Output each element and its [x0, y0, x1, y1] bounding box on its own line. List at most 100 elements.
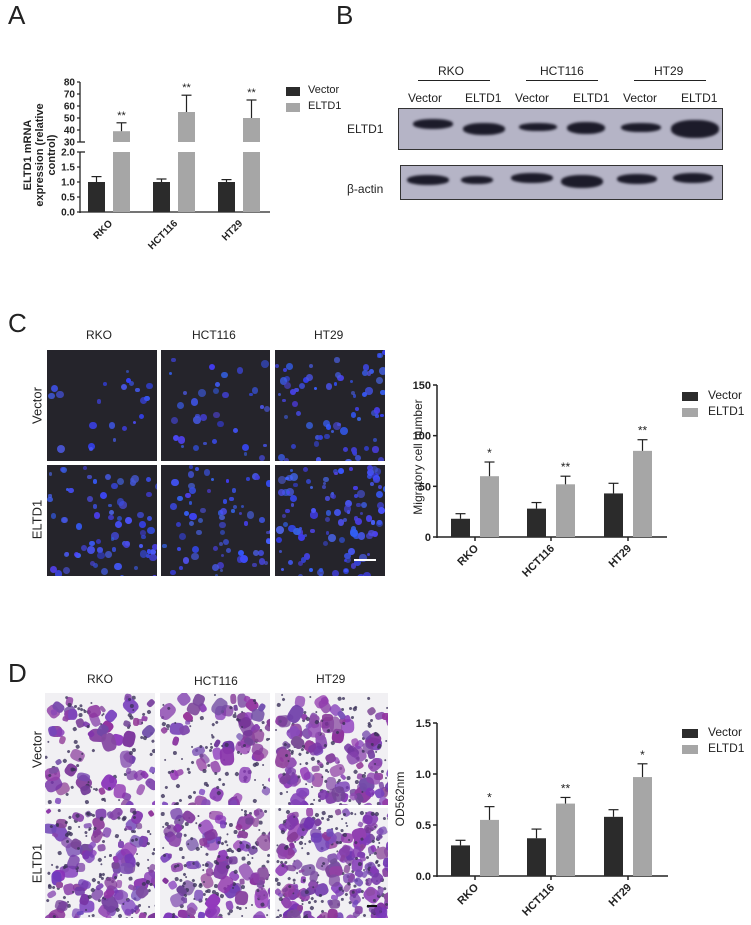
nucleus: [241, 444, 249, 452]
svg-text:HT29: HT29: [220, 218, 245, 243]
nucleus: [348, 467, 353, 472]
stained-cell: [295, 871, 299, 875]
stained-cell: [181, 855, 185, 859]
stained-cell: [148, 766, 155, 774]
nucleus: [259, 405, 264, 410]
nucleus: [355, 407, 360, 412]
svg-text:0.5: 0.5: [61, 193, 75, 204]
nucleus: [209, 363, 216, 370]
nucleus: [340, 427, 348, 435]
stained-cell: [119, 873, 123, 877]
chart-a-ylabel: ELTD1 mRNA expression (relative control): [22, 75, 58, 235]
micro-d-col-ht29: HT29: [316, 672, 346, 686]
stained-cell: [146, 841, 150, 845]
legend-label-eltd1: ELTD1: [708, 404, 745, 418]
stained-cell: [238, 766, 252, 784]
stained-cell: [266, 913, 269, 916]
nucleus: [169, 371, 173, 375]
nucleus: [275, 364, 280, 369]
nucleus: [190, 398, 198, 406]
nucleus: [182, 390, 188, 396]
nucleus: [200, 507, 206, 514]
nucleus: [355, 455, 362, 461]
stained-cell: [47, 799, 52, 804]
svg-text:**: **: [561, 781, 571, 795]
stained-cell: [96, 856, 103, 863]
legend-label-eltd1: ELTD1: [708, 741, 745, 755]
nucleus: [93, 512, 101, 520]
nucleus: [108, 509, 115, 516]
nucleus: [367, 552, 371, 556]
micrograph-c-rko-vector: [47, 350, 157, 461]
nucleus: [303, 533, 308, 538]
stained-cell: [334, 826, 339, 831]
nucleus: [378, 457, 384, 461]
nucleus: [144, 395, 150, 402]
stained-cell: [108, 854, 112, 858]
svg-text:0.5: 0.5: [416, 820, 431, 832]
nucleus: [316, 568, 325, 576]
stained-cell: [125, 917, 129, 918]
stained-cell: [91, 748, 95, 753]
nucleus: [105, 473, 112, 480]
stained-cell: [92, 787, 95, 791]
nucleus: [359, 554, 367, 562]
nucleus: [82, 466, 88, 471]
stained-cell: [363, 771, 367, 775]
stained-cell: [121, 730, 137, 749]
stained-cell: [234, 890, 249, 907]
stained-cell: [236, 750, 240, 754]
stained-cell: [51, 863, 55, 867]
nucleus: [231, 509, 235, 513]
scale-bar: [354, 559, 376, 561]
stained-cell: [98, 872, 102, 877]
svg-text:1.5: 1.5: [416, 718, 431, 730]
stained-cell: [334, 808, 342, 817]
nucleus: [309, 485, 314, 490]
stained-cell: [161, 800, 169, 805]
chart-a: 0.0 0.5 1.0 1.5 2.0 30 40 50 60 70 80 ** RKO ** HCT116…: [0, 60, 380, 260]
stained-cell: [280, 791, 284, 795]
nucleus: [252, 562, 257, 567]
stained-cell: [337, 803, 352, 805]
nucleus: [108, 504, 112, 508]
stained-cell: [46, 889, 58, 900]
nucleus: [262, 443, 267, 448]
nucleus: [221, 554, 225, 558]
nucleus: [116, 478, 125, 486]
nucleus: [92, 562, 99, 569]
nucleus: [200, 414, 207, 421]
nucleus: [187, 471, 194, 478]
nucleus: [345, 458, 352, 461]
nucleus: [219, 568, 223, 572]
nucleus: [296, 411, 302, 417]
nucleus: [329, 493, 334, 498]
stained-cell: [130, 916, 134, 918]
nucleus: [338, 536, 345, 544]
nucleus: [278, 489, 285, 496]
nucleus: [278, 392, 282, 396]
nucleus: [99, 492, 107, 500]
stained-cell: [275, 915, 280, 918]
nucleus: [343, 505, 351, 513]
stained-cell: [46, 740, 51, 745]
chart-a-ylabel-text: ELTD1 mRNA expression (relative control): [22, 103, 58, 207]
nucleus: [313, 441, 320, 447]
nucleus: [138, 414, 145, 420]
nucleus: [68, 487, 75, 494]
stained-cell: [242, 811, 248, 817]
nucleus: [147, 515, 153, 521]
svg-text:50: 50: [419, 481, 431, 493]
nucleus: [246, 511, 255, 520]
nucleus: [282, 522, 288, 528]
blot-lane-4: ELTD1: [573, 91, 610, 105]
svg-text:RKO: RKO: [455, 881, 481, 907]
micro-d-col-rko: RKO: [87, 672, 114, 686]
stained-cell: [203, 768, 208, 773]
nucleus: [315, 457, 322, 461]
nucleus: [130, 479, 137, 486]
nucleus: [189, 465, 193, 469]
nucleus: [314, 434, 321, 441]
nucleus: [333, 509, 342, 517]
nucleus: [141, 534, 146, 540]
